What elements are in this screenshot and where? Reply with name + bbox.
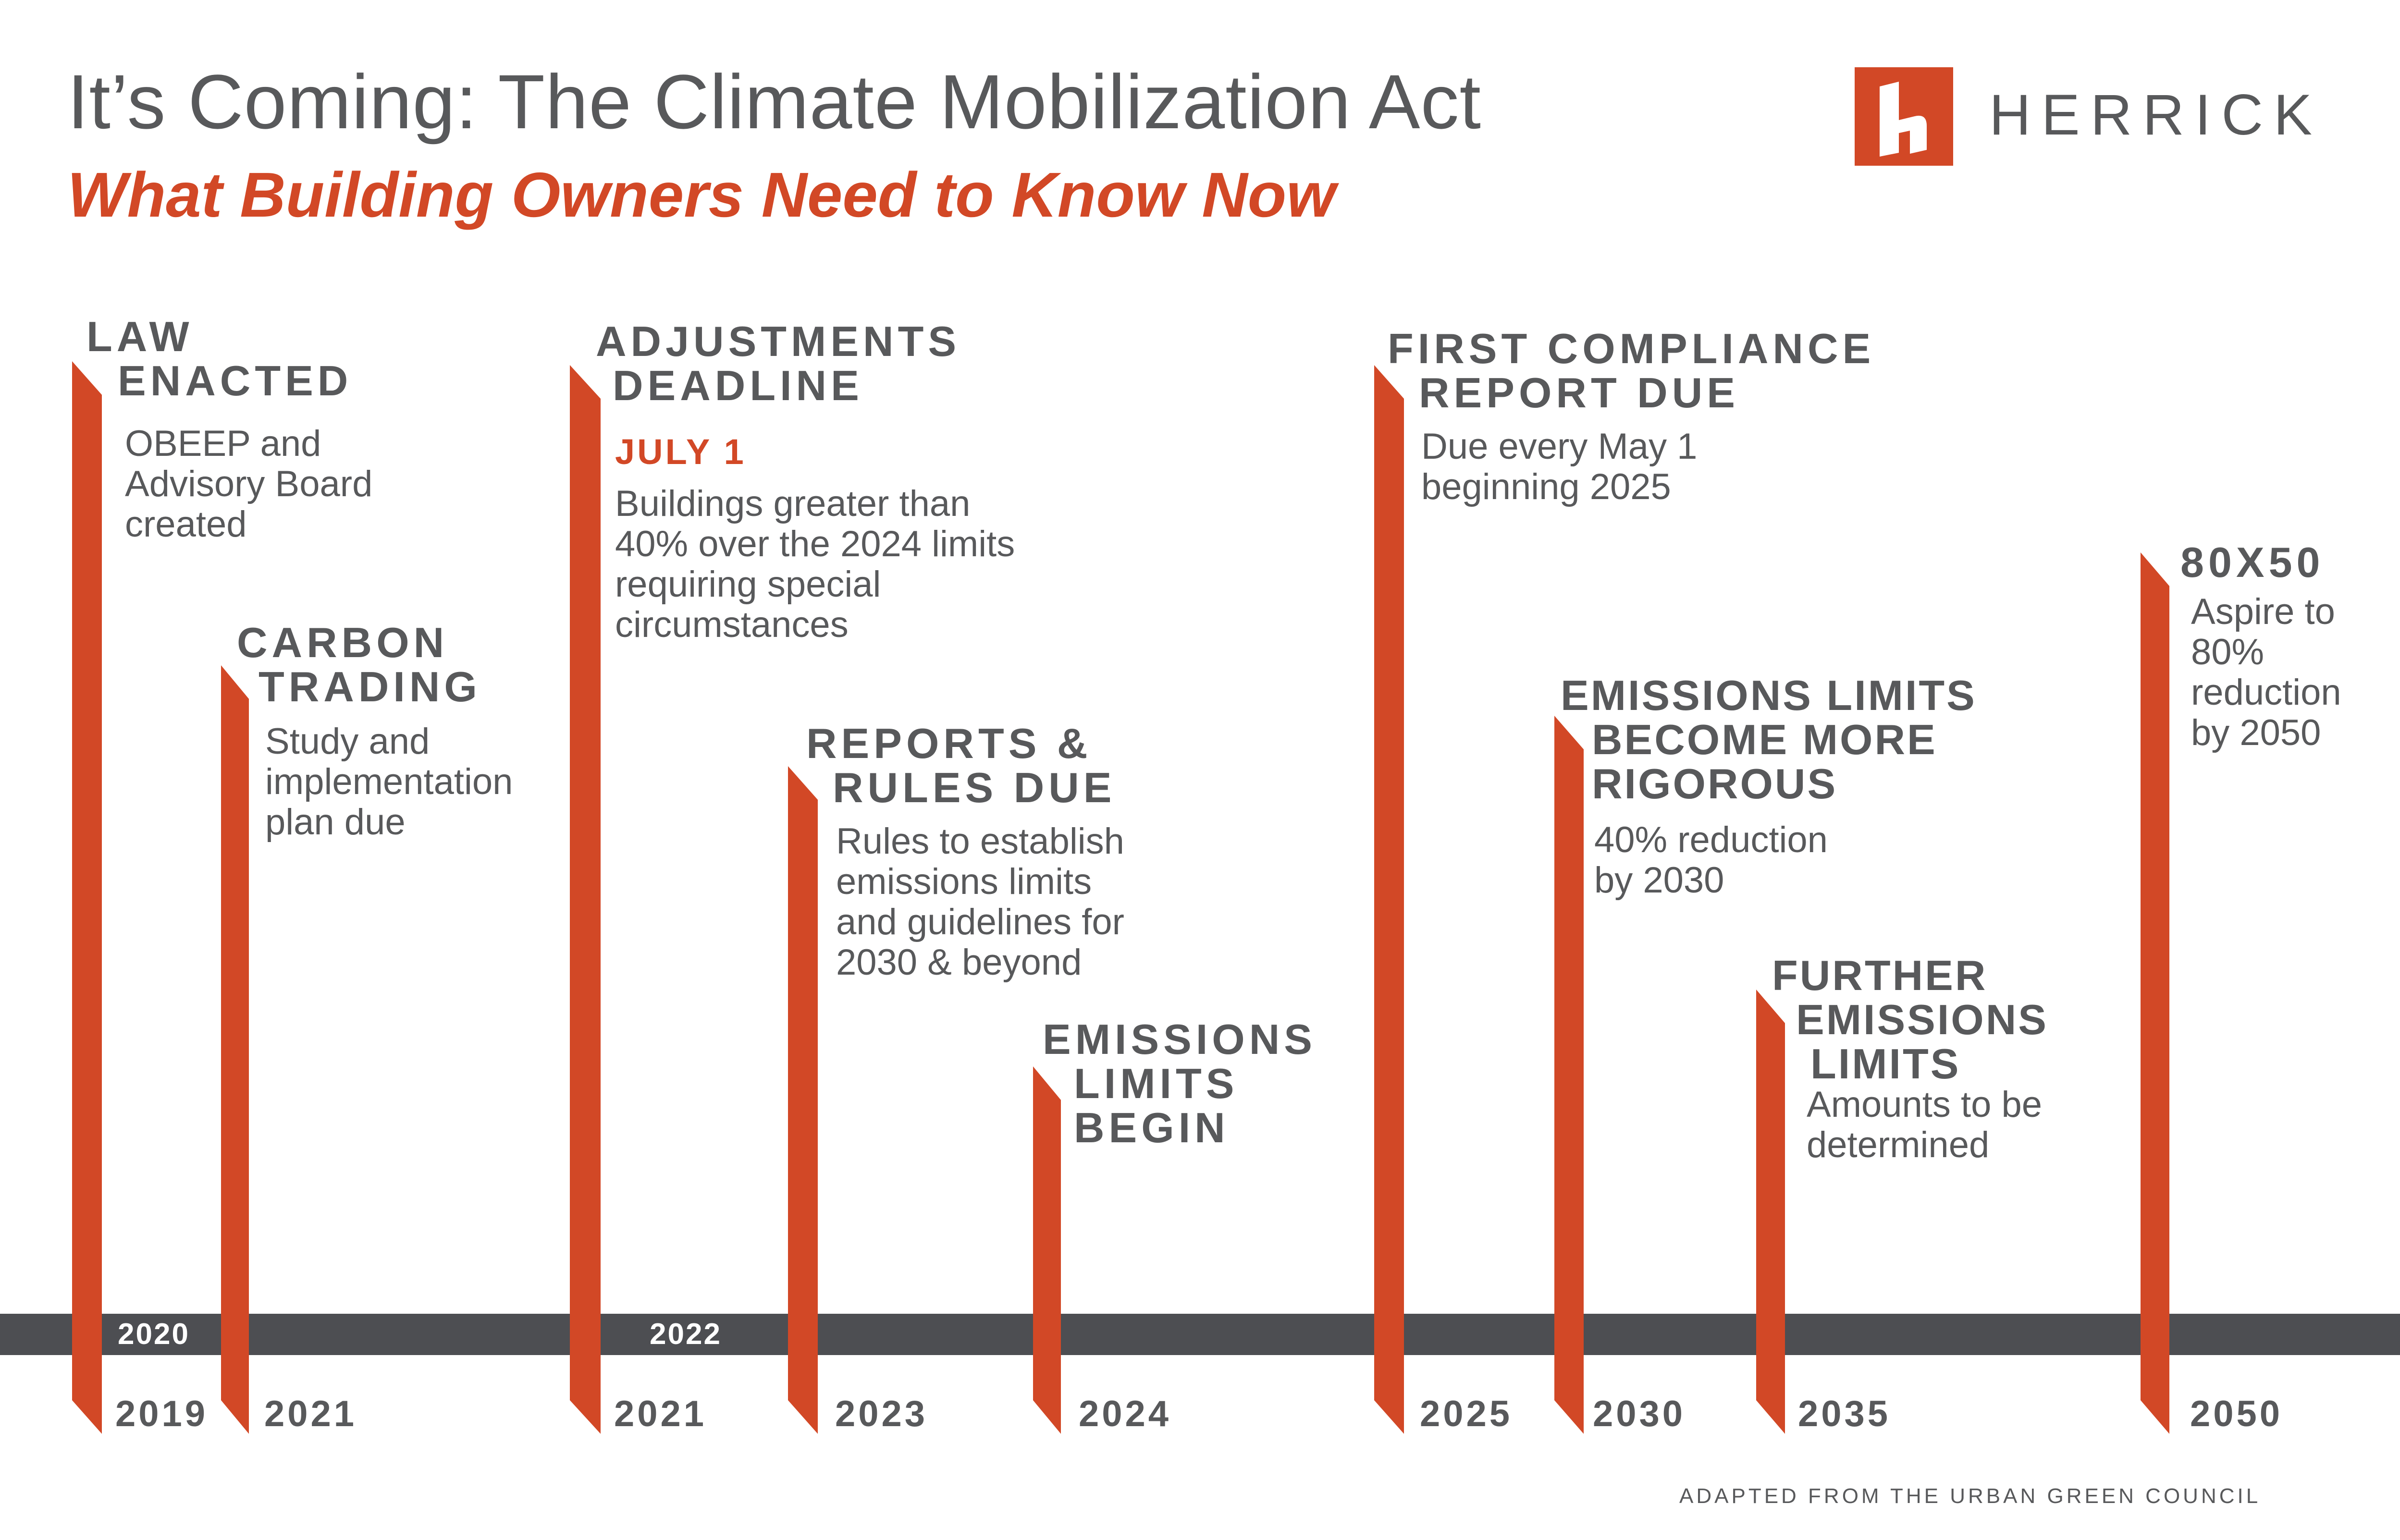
brand-name: HERRICK xyxy=(1989,83,2323,147)
milestone-bar-2030 xyxy=(1554,716,1584,1434)
milestone-bar-2021-adjustments xyxy=(570,365,601,1434)
page-title: It’s Coming: The Climate Mobilization Ac… xyxy=(67,59,1481,145)
milestone-year: 2025 xyxy=(1420,1393,1513,1434)
herrick-logo-icon xyxy=(1855,67,1953,166)
milestone-year: 2030 xyxy=(1593,1393,1686,1434)
milestone-bar-2021-carbon xyxy=(221,665,249,1434)
milestone-heading: EMISSIONS LIMITS BECOME MORE RIGOROUS xyxy=(1561,672,1977,807)
axis-year-label: 2022 xyxy=(650,1318,722,1351)
milestone-bar-2019 xyxy=(72,361,102,1434)
milestone-heading: REPORTS & RULES DUE xyxy=(806,720,1116,811)
milestone-bar-2025 xyxy=(1374,365,1404,1434)
axis-year-label: 2020 xyxy=(118,1318,190,1351)
milestone-year: 2035 xyxy=(1798,1393,1891,1434)
milestone-heading: ADJUSTMENTS DEADLINE xyxy=(596,318,961,409)
milestone-body: Aspire to 80% reduction by 2050 xyxy=(2191,591,2341,753)
milestone-year: 2021 xyxy=(264,1393,357,1434)
page-subtitle: What Building Owners Need to Know Now xyxy=(67,159,1336,230)
milestone-year: 2024 xyxy=(1079,1393,1172,1434)
milestone-body: Amounts to be determined xyxy=(1807,1084,2043,1165)
source-credit: ADAPTED FROM THE URBAN GREEN COUNCIL xyxy=(1679,1484,2261,1508)
timeline-axis xyxy=(0,1314,2400,1355)
milestone-bar-2024 xyxy=(1033,1066,1061,1434)
milestone-heading: FIRST COMPLIANCE REPORT DUE xyxy=(1388,325,1875,416)
milestone-year: 2023 xyxy=(835,1393,928,1434)
milestone-year: 2019 xyxy=(115,1393,209,1434)
milestone-heading: CARBON TRADING xyxy=(237,619,481,710)
milestone-bar-2023 xyxy=(788,766,818,1434)
milestone-heading: LAW ENACTED xyxy=(86,313,353,404)
milestone-year: 2050 xyxy=(2190,1393,2283,1434)
milestone-body: 40% reduction by 2030 xyxy=(1594,819,1828,901)
milestone-body: OBEEP and Advisory Board created xyxy=(125,423,373,545)
milestone-body: Rules to establish emissions limits and … xyxy=(836,821,1124,983)
milestone-body: Due every May 1 beginning 2025 xyxy=(1421,426,1698,507)
milestone-bar-2050 xyxy=(2141,552,2169,1434)
milestone-heading: FURTHER EMISSIONS LIMITS xyxy=(1772,952,2048,1088)
milestone-body: Study and implementation plan due xyxy=(265,721,513,843)
milestone-heading: EMISSIONS LIMITS BEGIN xyxy=(1043,1015,1317,1151)
milestone-date-highlight: JULY 1 xyxy=(615,432,746,472)
milestone-body: Buildings greater than 40% over the 2024… xyxy=(615,483,1015,645)
milestone-year: 2021 xyxy=(614,1393,707,1434)
milestone-bar-2035 xyxy=(1756,990,1785,1434)
milestone-heading: 80X50 xyxy=(2180,538,2325,586)
